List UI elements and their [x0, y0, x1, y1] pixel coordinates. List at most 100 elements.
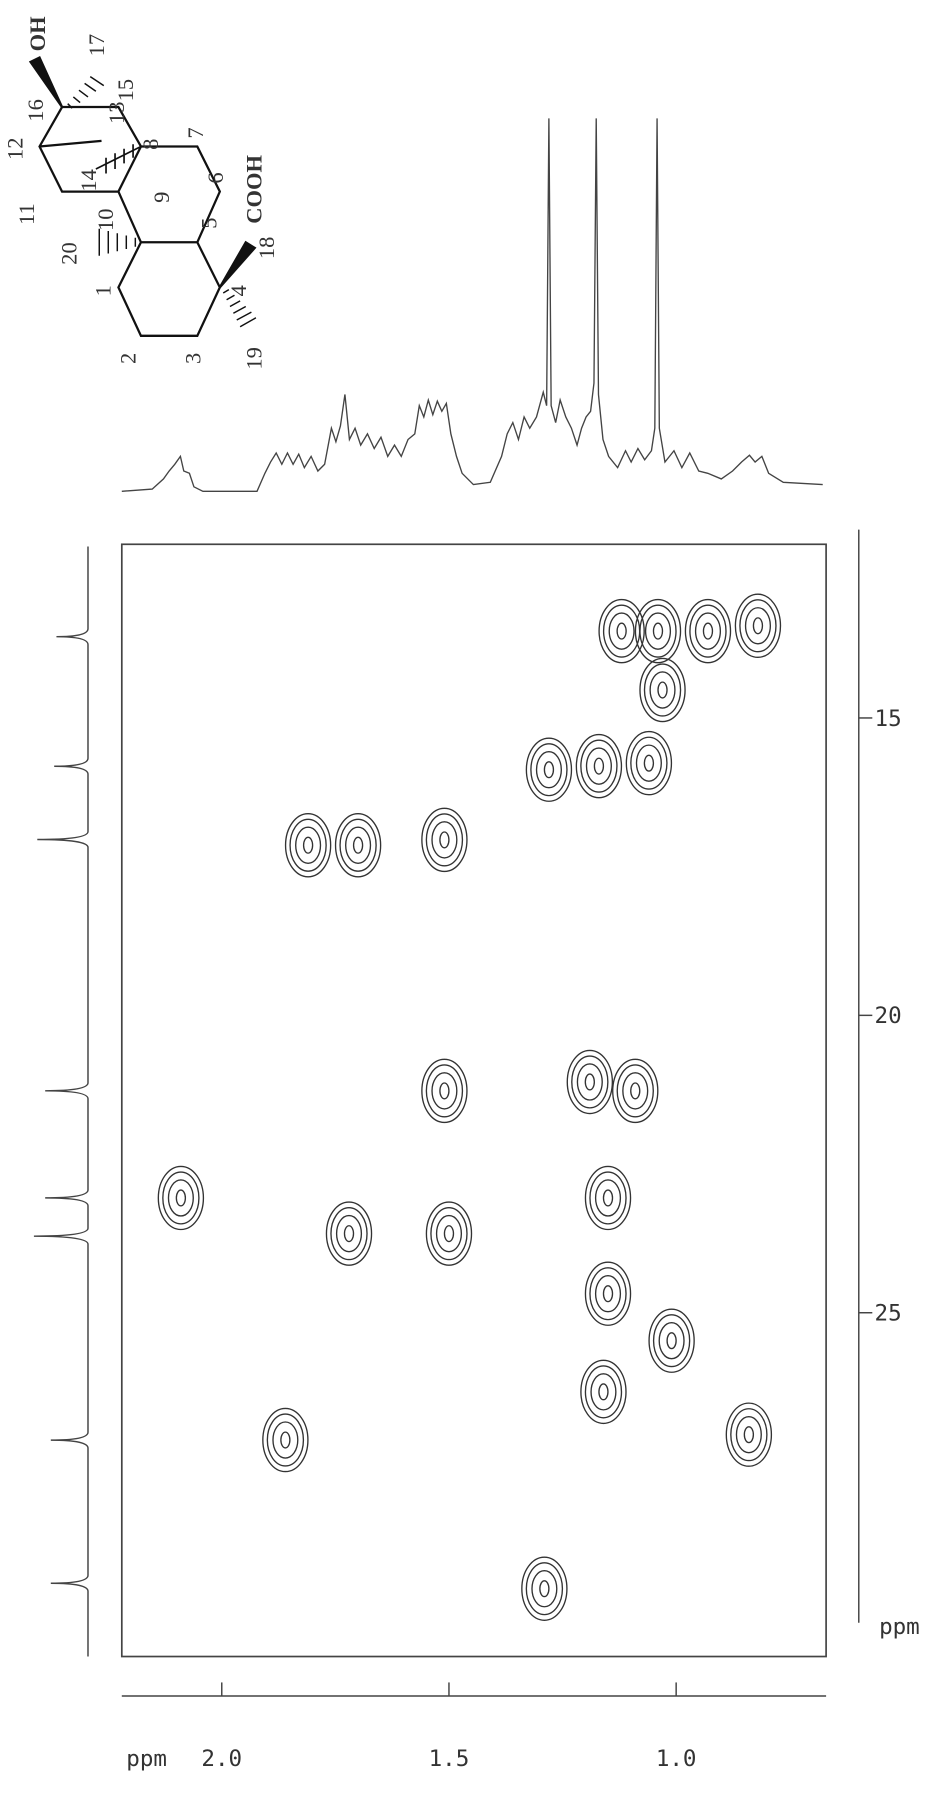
hashed-bond [222, 288, 257, 328]
contour-ring [167, 1179, 194, 1217]
cross-peak [157, 1165, 205, 1231]
cross-peak [625, 730, 673, 796]
contour-ring [666, 1332, 677, 1350]
contour-ring [580, 739, 618, 793]
cross-peak [425, 1201, 473, 1266]
cross-peak [521, 1556, 568, 1621]
wedge-bond [28, 55, 64, 108]
contour-ring [652, 622, 664, 640]
contour-ring [543, 761, 555, 779]
contour-ring [266, 1413, 305, 1467]
contour-ring [295, 826, 322, 864]
contour-ring [598, 598, 645, 664]
x-axis-label: ppm [126, 1746, 167, 1772]
cross-peak [684, 598, 732, 664]
contour-ring [590, 1373, 617, 1411]
contour-ring [443, 1225, 455, 1243]
contour-ring [593, 757, 605, 775]
contour-ring [735, 1415, 762, 1454]
contour-ring [325, 1201, 373, 1266]
y-tick-label: 25 [875, 1301, 902, 1327]
contour-ring [584, 1165, 632, 1231]
atom-number: 17 [84, 34, 109, 57]
proton-spectrum [121, 118, 823, 492]
contour-ring [584, 1261, 632, 1326]
contour-ring [616, 1064, 654, 1118]
atom-number: 1 [91, 285, 116, 296]
carbon-projection [33, 546, 89, 1657]
contour-ring [421, 807, 468, 873]
contour-ring [598, 1383, 609, 1401]
contour-ring [612, 1058, 659, 1124]
cross-peak [598, 598, 645, 664]
contour-ring [730, 1408, 768, 1462]
contour-ring [643, 663, 682, 717]
hashed-bond [98, 228, 137, 256]
x-tick-label: 1.5 [429, 1746, 470, 1772]
hashed-bond [95, 144, 142, 174]
x-tick-label: 2.0 [201, 1746, 242, 1772]
contour-ring [345, 826, 372, 864]
cross-peak [639, 657, 686, 723]
plot-frame [120, 543, 827, 1658]
contour-ring [589, 1171, 627, 1225]
contour-ring [702, 622, 714, 640]
contour-ring [643, 754, 655, 772]
contour-ring [744, 607, 772, 645]
contour-ring [162, 1171, 200, 1225]
cross-peak [262, 1407, 309, 1473]
atom-number: 20 [57, 242, 82, 265]
contour-ring [625, 730, 673, 796]
x-tick-label: 1.0 [656, 1746, 697, 1772]
contour-ring [272, 1421, 299, 1459]
contour-ring [630, 1082, 641, 1100]
contour-ring [657, 681, 668, 699]
cross-peak [648, 1308, 695, 1373]
cross-peak [584, 1165, 632, 1231]
contour-ring [175, 1189, 187, 1207]
ring-bonds [38, 105, 222, 337]
contour-ring [284, 813, 332, 878]
contour-ring [425, 813, 464, 867]
cross-peak [634, 598, 682, 664]
contour-ring [531, 1570, 558, 1608]
carboxyl-label: COOH [242, 154, 267, 223]
contour-ring [649, 671, 676, 709]
cross-peak [421, 1058, 468, 1124]
atom-number: 18 [254, 237, 279, 260]
contour-ring [743, 1426, 755, 1444]
contour-ring [535, 750, 562, 789]
cross-peak [334, 813, 382, 878]
contour-ring [584, 1365, 623, 1419]
contour-ring [571, 1055, 609, 1109]
contour-ring [262, 1407, 309, 1473]
contour-ring [616, 622, 627, 640]
contour-ring [439, 1082, 450, 1100]
atom-number: 14 [76, 169, 101, 192]
atom-number: 4 [226, 285, 251, 296]
contour-ring [530, 743, 568, 797]
contour-ring [752, 617, 764, 635]
contour-ring [725, 1402, 773, 1467]
contour-ring [302, 836, 314, 854]
contour-ring [330, 1207, 368, 1261]
contour-ring [421, 1058, 468, 1124]
contour-ring [525, 737, 573, 802]
cross-peak [284, 813, 332, 878]
contour-ring [580, 1359, 627, 1425]
cross-peak [325, 1201, 373, 1266]
contour-ring [739, 599, 777, 653]
cross-peak [734, 593, 782, 658]
y-tick-label: 20 [875, 1003, 902, 1029]
contour-ring [608, 612, 635, 650]
cross-peak [580, 1359, 627, 1425]
cross-peak [575, 733, 623, 799]
contour-ring [335, 1214, 363, 1253]
cross-peak [725, 1402, 773, 1467]
contour-ring [352, 836, 364, 854]
y-axis-label: ppm [879, 1614, 920, 1640]
contour-ring [602, 604, 641, 658]
contour-ring [634, 598, 682, 664]
cross-peak [525, 737, 573, 802]
contour-ring [425, 1201, 473, 1266]
